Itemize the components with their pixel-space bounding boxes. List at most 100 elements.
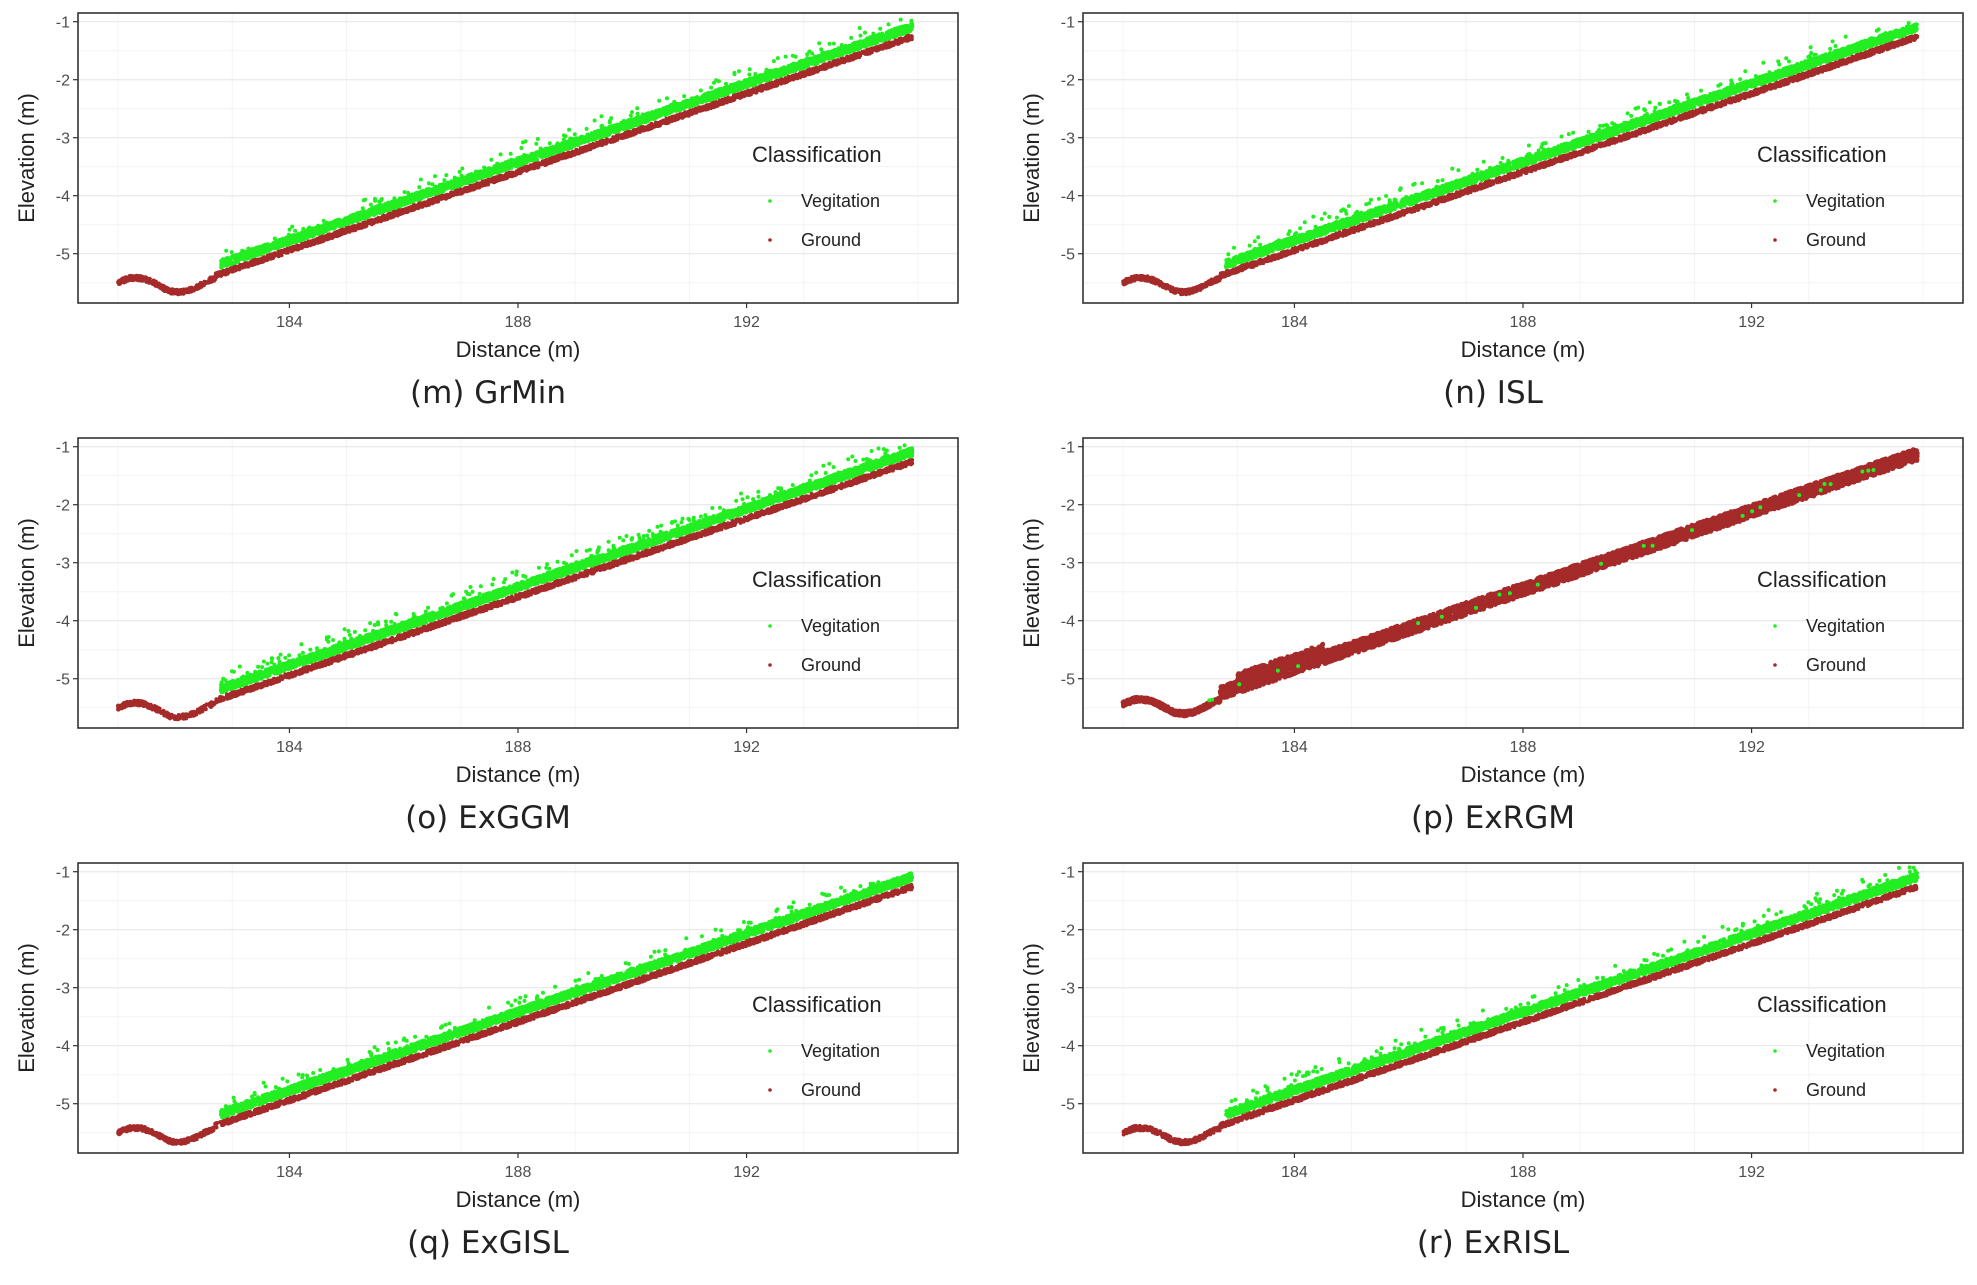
data-point (721, 89, 726, 94)
data-point (264, 243, 269, 248)
data-point (592, 131, 597, 136)
data-point (377, 199, 382, 204)
data-point (781, 66, 786, 71)
data-point (718, 86, 723, 91)
data-point (493, 164, 498, 169)
data-point (878, 26, 883, 31)
data-point (745, 82, 750, 87)
series-vegitation-points (219, 17, 915, 270)
data-point (583, 136, 588, 141)
data-point (612, 124, 617, 129)
data-point (909, 22, 914, 27)
data-point (905, 23, 910, 28)
data-point (290, 239, 295, 244)
data-point (344, 218, 349, 223)
data-point (688, 98, 693, 103)
data-point (577, 139, 582, 144)
data-point (798, 59, 803, 64)
data-point (801, 61, 806, 66)
data-point (665, 96, 669, 101)
data-point (753, 72, 758, 76)
data-point (399, 200, 404, 205)
data-point (858, 42, 863, 47)
data-point (488, 166, 492, 171)
data-point (783, 54, 788, 59)
data-point (575, 143, 580, 148)
data-point (849, 35, 854, 40)
data-point (616, 127, 620, 132)
data-point (839, 43, 844, 47)
data-point (898, 17, 903, 22)
data-point (246, 252, 251, 257)
data-point (644, 112, 649, 117)
data-point (537, 153, 542, 158)
data-point (476, 176, 481, 181)
data-point (358, 217, 363, 222)
data-point (710, 92, 715, 97)
data-point (352, 212, 357, 217)
data-point (277, 238, 282, 243)
data-point (492, 169, 497, 174)
data-point (628, 113, 633, 118)
data-point (764, 71, 769, 76)
data-point (591, 135, 596, 140)
data-point (250, 249, 254, 254)
data-point (683, 98, 688, 103)
data-point (508, 151, 513, 156)
data-point (819, 56, 824, 61)
data-point (361, 198, 366, 203)
data-point (426, 181, 431, 186)
data-point (840, 49, 845, 54)
data-point (698, 88, 703, 93)
data-point (395, 205, 400, 209)
data-point (319, 230, 324, 235)
data-point (499, 167, 504, 172)
data-point (747, 67, 752, 72)
data-point (301, 226, 306, 231)
data-point (854, 42, 859, 47)
data-point (442, 178, 447, 183)
data-point (435, 191, 440, 196)
data-point (694, 97, 699, 101)
data-point (756, 75, 761, 79)
data-point (880, 31, 885, 36)
data-point (777, 68, 782, 73)
data-point (866, 41, 871, 46)
data-point (519, 156, 524, 161)
data-point (488, 172, 493, 177)
data-point (286, 232, 291, 237)
data-point (457, 169, 462, 174)
data-point (300, 231, 305, 236)
data-point (321, 218, 326, 223)
data-point (850, 48, 854, 53)
data-point (716, 79, 721, 84)
data-point (817, 41, 822, 46)
data-point (665, 106, 670, 111)
data-point (350, 217, 355, 222)
data-point (650, 116, 655, 121)
data-point (635, 115, 640, 120)
data-point (310, 230, 315, 235)
data-point (820, 53, 825, 58)
data-point (897, 26, 902, 31)
data-point (729, 87, 734, 91)
data-point (277, 243, 282, 248)
data-point (406, 190, 411, 195)
data-point (527, 157, 532, 162)
data-point (561, 141, 566, 146)
data-point (596, 135, 601, 140)
data-point (709, 85, 714, 90)
data-point (714, 95, 719, 100)
data-point (705, 95, 709, 100)
data-point (785, 66, 790, 70)
data-point (787, 69, 792, 74)
data-point (515, 163, 520, 168)
data-point (417, 195, 422, 200)
data-point (909, 27, 914, 32)
data-point (744, 85, 749, 90)
data-point (538, 146, 543, 151)
chart-panel: Classification Vegitation Ground 184 188 192-… (0, 0, 988, 428)
data-point (674, 108, 679, 113)
data-point (483, 167, 488, 172)
